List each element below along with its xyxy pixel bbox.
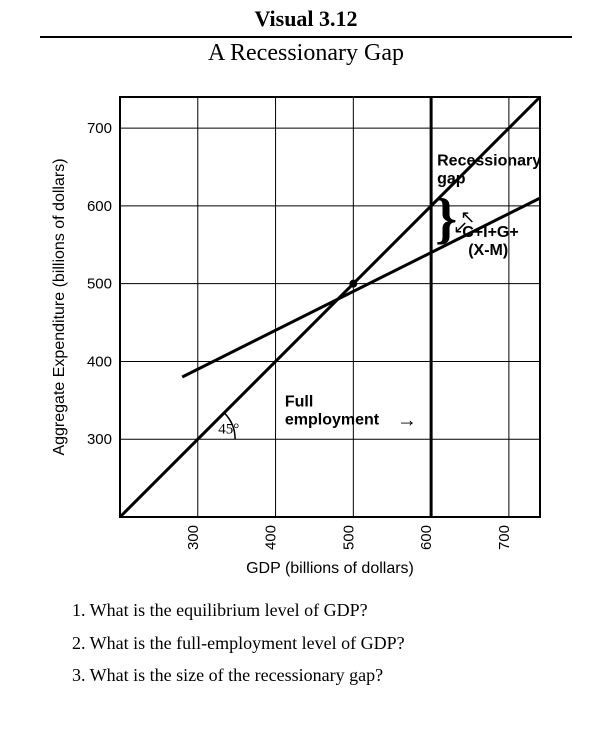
- svg-text:700: 700: [496, 525, 513, 550]
- question-2: 2. What is the full-employment level of …: [72, 628, 552, 659]
- svg-text:45°: 45°: [218, 422, 239, 438]
- svg-text:500: 500: [87, 276, 112, 293]
- header-rule: [40, 36, 572, 38]
- svg-text:GDP (billions of dollars): GDP (billions of dollars): [246, 560, 414, 577]
- question-1: 1. What is the equilibrium level of GDP?: [72, 595, 552, 626]
- chart-title: A Recessionary Gap: [0, 40, 612, 67]
- svg-text:↖: ↖: [460, 207, 475, 227]
- svg-text:gap: gap: [437, 170, 466, 187]
- svg-text:600: 600: [418, 525, 435, 550]
- svg-text:400: 400: [87, 353, 112, 370]
- recessionary-gap-chart: 45° 300 400 500 600 700 300 400 500 600 700 GDP (bi…: [0, 67, 612, 587]
- svg-text:400: 400: [263, 525, 280, 550]
- svg-text:→: →: [397, 410, 417, 432]
- svg-text:(X-M): (X-M): [468, 242, 508, 259]
- svg-text:employment: employment: [285, 412, 380, 429]
- question-3: 3. What is the size of the recessionary …: [72, 660, 552, 691]
- chart-container: 45° 300 400 500 600 700 300 400 500 600 700 GDP (bi…: [0, 67, 612, 587]
- svg-text:600: 600: [87, 198, 112, 215]
- svg-text:300: 300: [87, 431, 112, 448]
- svg-text:Recessionary: Recessionary: [437, 152, 541, 169]
- page-root: Visual 3.12 A Recessionary Gap 45° 300 400…: [0, 0, 612, 738]
- svg-text:Full: Full: [285, 394, 313, 411]
- svg-text:700: 700: [87, 120, 112, 137]
- visual-number: Visual 3.12: [0, 0, 612, 32]
- svg-text:500: 500: [340, 525, 357, 550]
- question-list: 1. What is the equilibrium level of GDP?…: [72, 595, 552, 691]
- svg-text:Aggregate Expenditure (billion: Aggregate Expenditure (billions of dolla…: [51, 158, 68, 455]
- svg-text:300: 300: [185, 525, 202, 550]
